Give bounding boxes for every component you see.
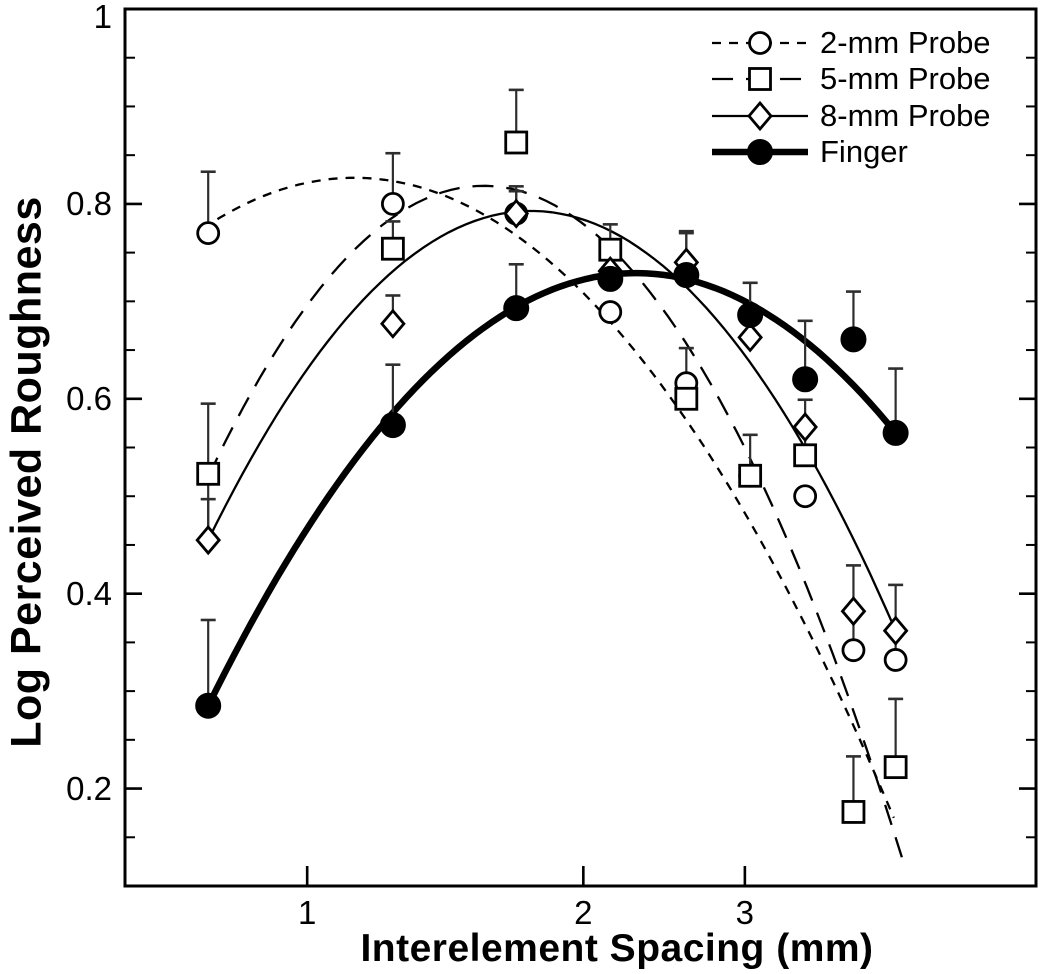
y-tick-label-0.4: 0.4: [66, 574, 112, 612]
open-diamond-marker: [792, 411, 818, 443]
fit-curve-finger: [205, 269, 899, 708]
open-circle-marker: [748, 31, 772, 55]
series-finger: [195, 262, 909, 719]
filled-circle-marker: [503, 295, 530, 322]
legend-keys: [712, 31, 808, 165]
filled-circle-marker: [737, 301, 764, 328]
open-square-marker: [196, 461, 221, 486]
open-diamond-marker: [195, 524, 222, 556]
series-8-mm-probe: [195, 198, 909, 646]
legend-label-5mm-probe: 5-mm Probe: [820, 61, 991, 96]
x-tick-label-3: 3: [735, 894, 755, 931]
y-tick-label-1: 1: [93, 0, 112, 35]
series-5-mm-probe: [196, 130, 908, 824]
legend-label-finger: Finger: [820, 134, 908, 169]
open-circle-marker: [380, 191, 405, 216]
open-diamond-marker: [737, 322, 763, 353]
filled-circle-marker: [792, 366, 819, 393]
filled-circle-marker: [882, 419, 909, 446]
open-circle-marker: [196, 221, 221, 246]
open-circle-marker: [598, 300, 623, 324]
open-square-marker: [793, 443, 818, 468]
open-square-marker: [748, 67, 772, 91]
fit-curve-8-mm-probe: [207, 209, 897, 632]
filled-circle-marker: [597, 265, 624, 292]
open-circle-marker: [883, 648, 908, 672]
open-square-marker: [380, 236, 405, 261]
fit-curves: [202, 176, 904, 859]
filled-circle-marker: [379, 412, 406, 439]
axis-ticks: [125, 56, 1036, 886]
x-tick-label-1: 1: [297, 894, 317, 931]
open-square-marker: [504, 130, 529, 155]
open-circle-marker: [793, 484, 818, 509]
open-diamond-marker: [380, 308, 406, 339]
filled-circle-marker: [747, 139, 773, 165]
open-square-marker: [883, 755, 908, 780]
open-square-marker: [841, 800, 866, 824]
legend-label-8mm-probe: 8-mm Probe: [820, 98, 991, 133]
y-tick-label-0.8: 0.8: [66, 184, 112, 222]
fit-curve-5-mm-probe: [207, 184, 904, 859]
open-square-marker: [738, 463, 763, 488]
filled-circle-marker: [195, 692, 222, 719]
open-diamond-marker: [840, 596, 867, 627]
open-diamond-marker: [882, 615, 909, 646]
y-tick-label-0.6: 0.6: [66, 379, 112, 417]
filled-circle-marker: [840, 326, 867, 353]
open-square-marker: [674, 386, 699, 411]
legend-label-2mm-probe: 2-mm Probe: [820, 25, 991, 60]
open-diamond-marker: [747, 100, 773, 132]
x-axis-title: Interelement Spacing (mm): [360, 927, 874, 970]
fit-curve-2-mm-probe: [202, 176, 895, 819]
y-tick-label-0.2: 0.2: [66, 769, 112, 807]
x-tick-label-2: 2: [574, 894, 593, 931]
open-diamond-marker: [503, 198, 530, 229]
filled-circle-marker: [673, 262, 700, 289]
open-circle-marker: [841, 638, 866, 663]
y-axis-title: Log Perceived Roughness: [2, 196, 51, 748]
